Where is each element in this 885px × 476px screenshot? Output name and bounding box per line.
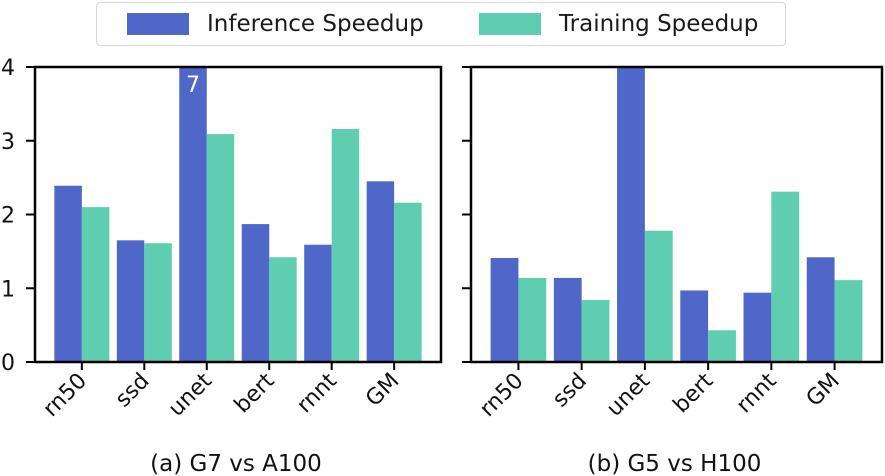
bar-GM-training [394, 202, 422, 362]
bar-rnnt-inference [743, 292, 772, 362]
bar-rnnt-inference [304, 244, 332, 362]
x-tick-label-GM: GM [802, 369, 845, 412]
y-tick-label-1: 1 [1, 277, 15, 302]
bar-rn50-inference [490, 258, 519, 362]
legend: Inference Speedup Training Speedup [96, 2, 786, 46]
bar-bert-inference [680, 290, 709, 362]
x-tick-label-GM: GM [361, 369, 404, 412]
bar-bert-training [708, 330, 736, 362]
legend-label-training: Training Speedup [559, 11, 759, 37]
legend-swatch-inference [127, 13, 189, 35]
bar-rn50-training [518, 277, 547, 362]
legend-label-inference: Inference Speedup [207, 11, 424, 37]
bar-ssd-training [581, 300, 610, 362]
x-tick-label-ssd: ssd [548, 369, 592, 413]
x-tick-label-bert: bert [669, 368, 719, 418]
y-tick-label-2: 2 [1, 204, 15, 229]
bar-unet-inference [179, 67, 207, 362]
x-tick-label-rnnt: rnnt [292, 368, 342, 418]
x-tick-label-bert: bert [230, 368, 280, 418]
x-tick-label-unet: unet [164, 368, 217, 421]
bar-rnnt-training [331, 128, 360, 362]
bar-unet-inference [617, 67, 645, 362]
x-tick-label-rn50: rn50 [39, 369, 92, 422]
bar-ssd-inference [116, 240, 145, 362]
bar-bert-training [269, 257, 297, 362]
bar-unet-training [206, 134, 235, 362]
y-tick-label-3: 3 [1, 130, 15, 155]
y-tick-label-0: 0 [1, 351, 15, 376]
bar-GM-inference [366, 181, 395, 362]
x-tick-label-rnnt: rnnt [732, 368, 782, 418]
bar-annotation-unet: 7 [186, 73, 200, 98]
bar-ssd-training [144, 243, 172, 362]
bar-rnnt-training [771, 191, 800, 362]
panel-b: rn50 ssd unet bert rnnt GM (b) G5 vs H100 [462, 65, 884, 476]
bar-rn50-inference [54, 185, 82, 362]
axes-frame [469, 65, 884, 364]
axes-frame [33, 65, 443, 364]
bar-GM-training [834, 280, 863, 362]
y-tick-label-4: 4 [1, 56, 15, 81]
x-tick-label-unet: unet [602, 368, 655, 421]
panel-a: rn50 ssd unet bert rnnt GM 7 0 1 2 3 4 (a) G7 vs A10… [1, 56, 443, 476]
x-tick-label-ssd: ssd [111, 369, 155, 413]
bar-rn50-training [81, 207, 110, 362]
bar-GM-inference [806, 257, 835, 362]
bar-unet-training [644, 230, 673, 362]
bar-bert-inference [241, 224, 270, 362]
legend-swatch-training [479, 13, 541, 35]
bar-ssd-inference [553, 277, 582, 362]
x-axis-title: (a) G7 vs A100 [150, 451, 322, 476]
x-axis-title: (b) G5 vs H100 [588, 451, 762, 476]
x-tick-label-rn50: rn50 [475, 369, 528, 422]
legend-item-training: Training Speedup [479, 11, 758, 37]
legend-item-inference: Inference Speedup [127, 11, 424, 37]
